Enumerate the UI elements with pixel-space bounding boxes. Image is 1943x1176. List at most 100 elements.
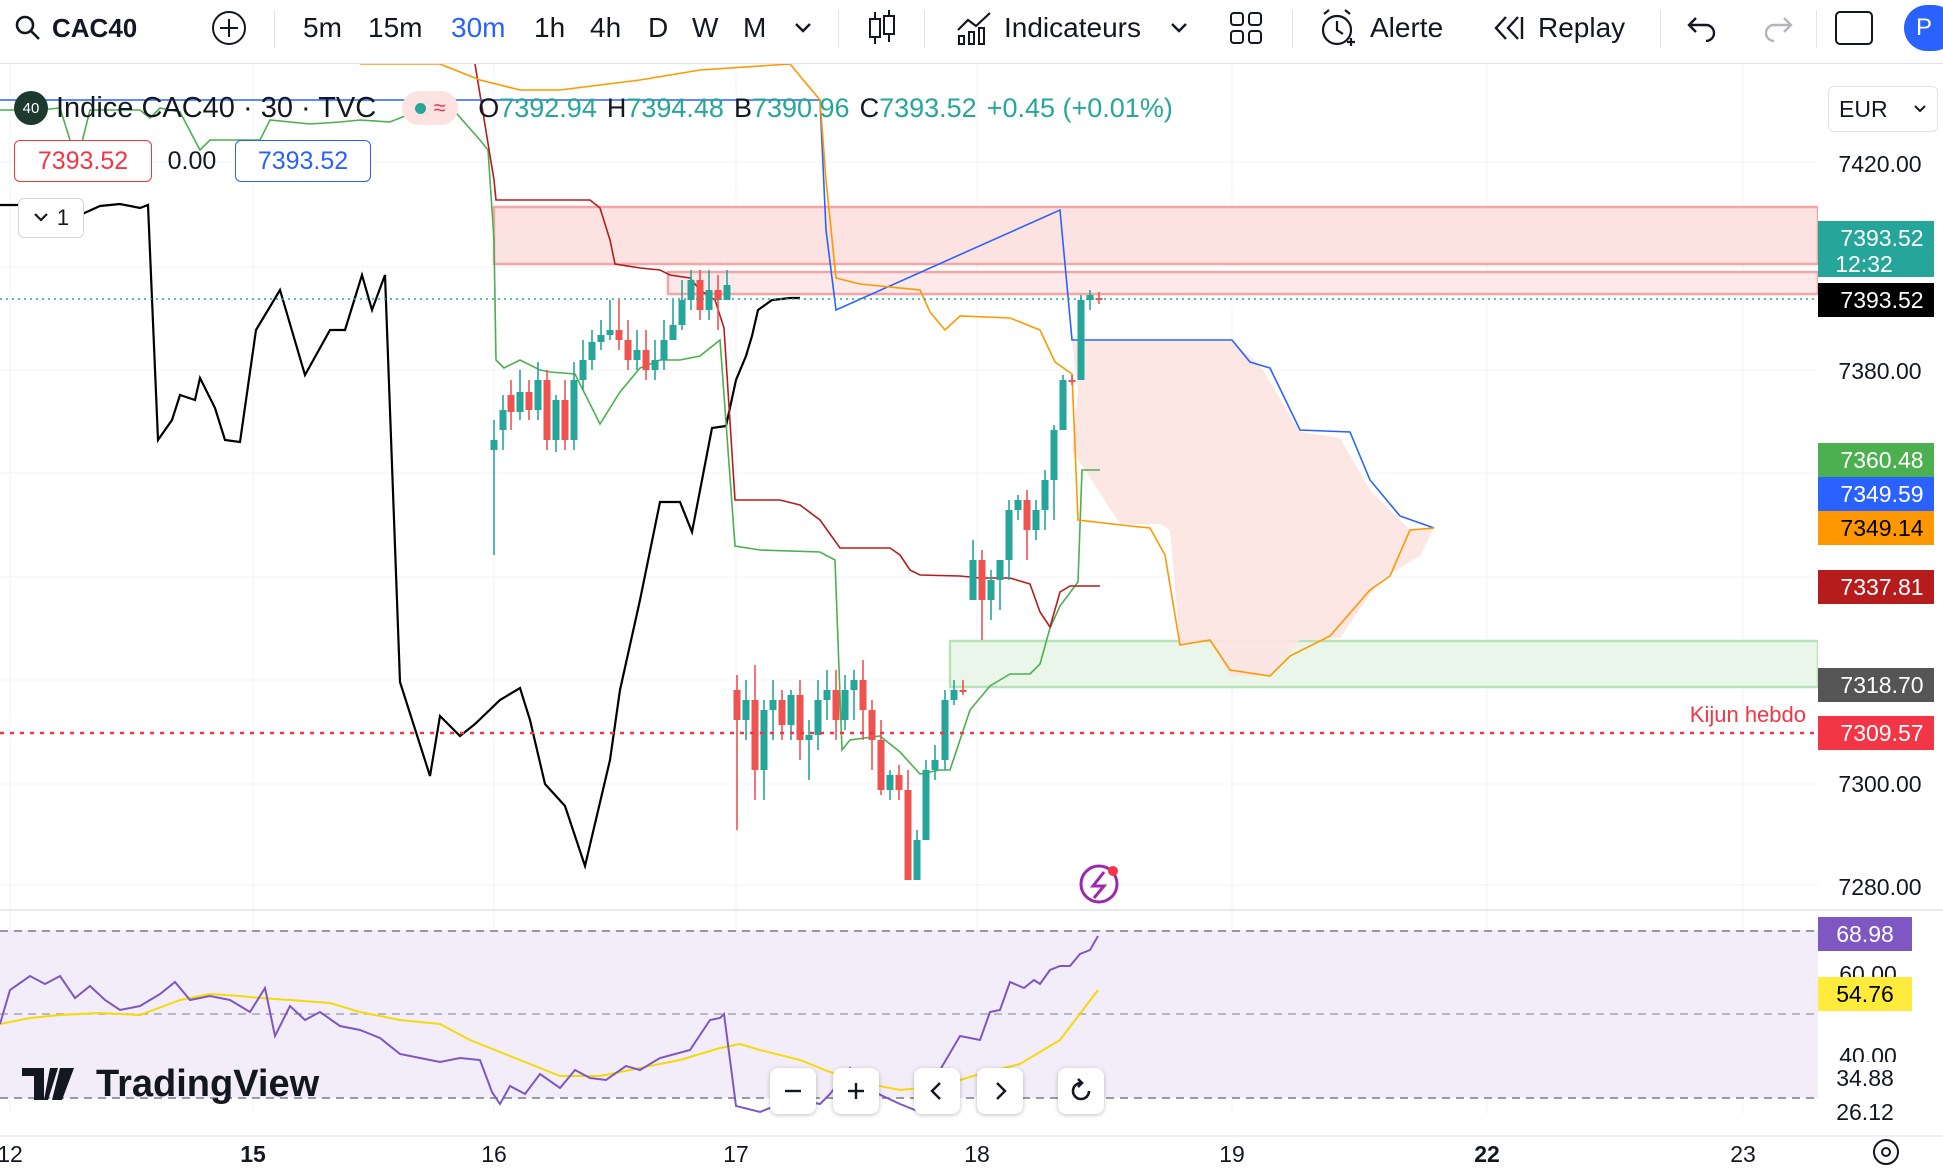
kijun-price-label: 7337.81 xyxy=(1840,574,1923,600)
low-value: 7390.96 xyxy=(751,92,850,123)
candle-body xyxy=(931,760,939,770)
candle-body xyxy=(832,690,840,720)
countdown-label: 12:32 xyxy=(1835,251,1893,277)
candles-icon xyxy=(869,10,895,44)
replay-button[interactable]: Replay xyxy=(1492,0,1625,56)
senkou-b-price-label: 7349.14 xyxy=(1840,515,1923,541)
legend-collapse-button[interactable]: 1 xyxy=(18,198,84,238)
candle-body xyxy=(651,360,659,370)
candle-body xyxy=(552,400,560,440)
add-symbol-icon xyxy=(212,11,246,45)
indicators-button[interactable]: Indicateurs xyxy=(956,0,1189,56)
candle-body xyxy=(769,700,777,710)
chart-canvas[interactable]: Kijun hebdo 7420.00 7380.00 7300.00 7280… xyxy=(0,64,1943,1176)
candle-body xyxy=(597,335,605,342)
candle-body xyxy=(1077,300,1085,380)
chart-type-button[interactable] xyxy=(866,0,898,56)
buy-price-button[interactable]: 7393.52 xyxy=(235,140,371,182)
senkou-span-b xyxy=(360,64,1435,677)
candle-body xyxy=(678,300,686,325)
candle-body xyxy=(687,280,695,300)
candle-body xyxy=(615,330,623,340)
interval-m[interactable]: M xyxy=(743,12,767,43)
price-tick: 7300.00 xyxy=(1838,771,1921,797)
currency-selector[interactable]: EUR xyxy=(1828,86,1938,132)
candle-body xyxy=(733,690,741,720)
scroll-right-button[interactable] xyxy=(977,1068,1023,1114)
axis-settings-icon[interactable] xyxy=(1873,1139,1899,1165)
candle-body xyxy=(805,735,813,740)
rsi-upper-label: 34.88 xyxy=(1836,1065,1894,1091)
interval-1h[interactable]: 1h xyxy=(534,12,566,43)
tenkan-price-label: 7360.48 xyxy=(1840,447,1923,473)
interval-30m[interactable]: 30m xyxy=(451,12,506,43)
candle-body xyxy=(534,380,542,410)
candle-body xyxy=(922,770,930,840)
redo-icon xyxy=(1764,17,1793,42)
compare-button[interactable] xyxy=(210,0,248,56)
interval-d[interactable]: D xyxy=(648,12,669,43)
interval-dropdown[interactable] xyxy=(793,0,813,56)
scroll-left-button[interactable] xyxy=(914,1068,960,1114)
templates-button[interactable] xyxy=(1228,0,1264,56)
interval-15m[interactable]: 15m xyxy=(368,12,423,43)
fullscreen-button[interactable] xyxy=(1834,0,1874,56)
candle-body xyxy=(579,360,587,380)
time-tick: 15 xyxy=(240,1141,266,1167)
svg-text:TradingView: TradingView xyxy=(96,1063,320,1105)
resistance-zone-2[interactable] xyxy=(666,270,1818,296)
candle-body xyxy=(950,690,958,700)
interval-5m[interactable]: 5m xyxy=(303,12,342,43)
candle-body xyxy=(660,340,668,360)
reset-chart-button[interactable] xyxy=(1058,1068,1104,1114)
sell-price-button[interactable]: 7393.52 xyxy=(14,140,152,182)
zoom-in-button[interactable] xyxy=(833,1068,879,1114)
zone-price-label: 7318.70 xyxy=(1840,672,1923,698)
candle-body xyxy=(1068,380,1076,382)
chevron-left-icon xyxy=(930,1082,941,1100)
candle-body xyxy=(490,440,498,450)
chevron-down-icon xyxy=(795,23,811,33)
zoom-out-button[interactable] xyxy=(770,1068,816,1114)
interval-4h[interactable]: 4h xyxy=(590,12,622,43)
time-axis[interactable]: 12 15 16 17 18 19 22 23 xyxy=(0,1141,1756,1167)
undo-button[interactable] xyxy=(1686,0,1718,56)
candle-body xyxy=(969,560,977,600)
rsi-ma-value-label: 54.76 xyxy=(1836,981,1894,1007)
candle-body xyxy=(499,410,507,430)
price-tick: 7380.00 xyxy=(1838,358,1921,384)
candle-body xyxy=(996,560,1004,580)
candle-body xyxy=(841,690,849,720)
candle-body xyxy=(959,690,967,692)
candle-body xyxy=(978,560,986,600)
top-toolbar: CAC40 5m 15m 30m 1h 4h D W M Indicateurs… xyxy=(0,0,1943,64)
candle-body xyxy=(886,775,894,790)
rsi-line xyxy=(0,935,1099,1114)
redo-button[interactable] xyxy=(1762,0,1794,56)
interval-w[interactable]: W xyxy=(692,12,719,43)
candle-body xyxy=(778,700,786,725)
candle-body xyxy=(787,695,795,725)
minus-icon xyxy=(785,1089,801,1093)
price-axis[interactable]: 7420.00 7380.00 7300.00 7280.00 60.00 40… xyxy=(1818,151,1934,1130)
candle-body xyxy=(796,695,804,740)
candle-body xyxy=(633,350,641,360)
plus-icon xyxy=(848,1083,864,1099)
candle-body xyxy=(516,392,524,412)
user-avatar[interactable]: P xyxy=(1904,0,1943,56)
symbol-search[interactable]: CAC40 xyxy=(14,0,137,56)
candle-body xyxy=(859,680,867,710)
last-price-label: 7393.52 xyxy=(1840,225,1923,251)
support-zone[interactable] xyxy=(948,639,1818,689)
candle-body xyxy=(669,325,677,340)
market-status-icon[interactable]: ≈ xyxy=(402,91,459,125)
candle-body xyxy=(895,775,903,790)
resistance-zone[interactable] xyxy=(492,205,1818,266)
lightning-icon[interactable] xyxy=(1079,864,1119,904)
candle-body xyxy=(814,700,822,735)
crosshair-price-label: 7393.52 xyxy=(1840,287,1923,313)
alert-button[interactable]: Alerte xyxy=(1318,0,1443,56)
search-icon xyxy=(15,15,40,40)
fullscreen-icon xyxy=(1835,11,1873,45)
